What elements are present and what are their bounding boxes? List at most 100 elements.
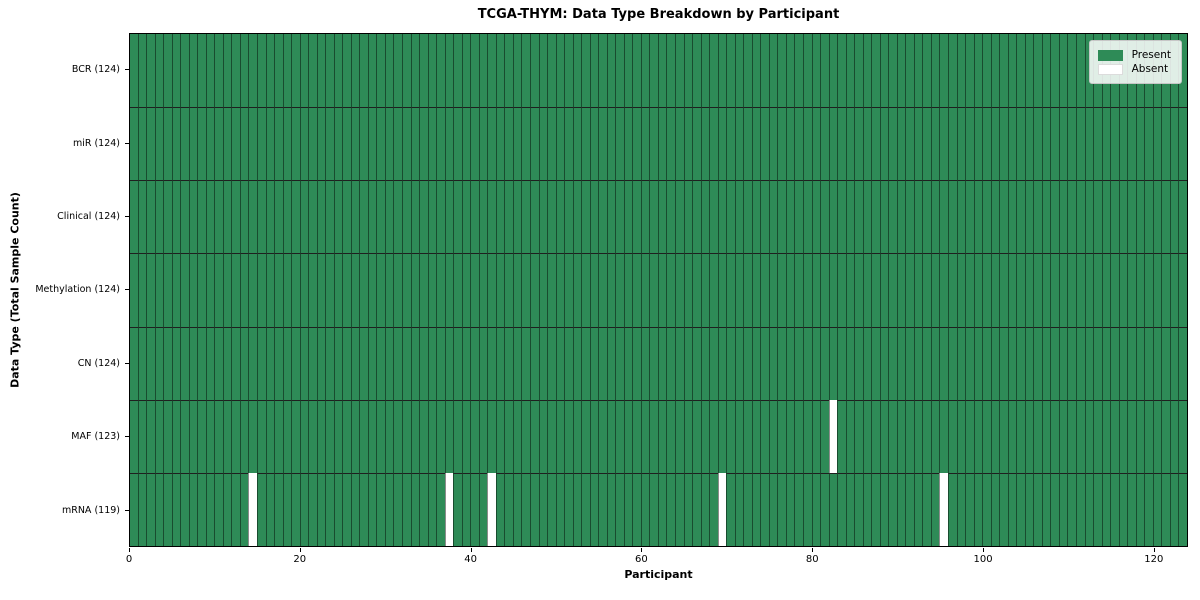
heatmap-cell bbox=[555, 34, 565, 108]
heatmap-cell bbox=[734, 180, 744, 254]
heatmap-cell bbox=[948, 399, 957, 473]
heatmap-cell bbox=[529, 34, 539, 108]
heatmap-cell bbox=[444, 326, 454, 400]
heatmap-cell bbox=[282, 472, 292, 546]
heatmap-cell bbox=[384, 34, 394, 108]
heatmap-cell bbox=[1093, 472, 1102, 546]
heatmap-cell bbox=[419, 180, 428, 254]
heatmap-cell bbox=[376, 472, 385, 546]
heatmap-cell bbox=[1084, 399, 1094, 473]
heatmap-cell bbox=[359, 107, 368, 181]
heatmap-cell bbox=[709, 472, 718, 546]
heatmap-cell bbox=[1144, 399, 1153, 473]
heatmap-cell bbox=[529, 472, 539, 546]
heatmap-cell bbox=[222, 180, 232, 254]
heatmap-cell bbox=[939, 253, 948, 327]
heatmap-cell bbox=[939, 34, 948, 108]
heatmap-cell bbox=[274, 253, 283, 327]
heatmap-cell bbox=[512, 34, 522, 108]
heatmap-cell bbox=[743, 180, 752, 254]
heatmap-cell bbox=[367, 326, 377, 400]
heatmap-cell bbox=[888, 399, 897, 473]
heatmap-cell bbox=[444, 399, 454, 473]
heatmap-cell bbox=[623, 253, 633, 327]
heatmap-cell bbox=[564, 472, 573, 546]
heatmap-cell bbox=[751, 180, 761, 254]
heatmap-cell bbox=[299, 326, 309, 400]
y-tick-mark bbox=[125, 436, 129, 438]
heatmap-cell bbox=[1110, 253, 1119, 327]
heatmap-cell bbox=[359, 472, 368, 546]
heatmap-cell bbox=[913, 472, 923, 546]
heatmap-cell bbox=[948, 472, 957, 546]
heatmap-cell bbox=[811, 399, 821, 473]
heatmap-cell bbox=[529, 253, 539, 327]
heatmap-cell bbox=[879, 399, 889, 473]
heatmap-cell bbox=[316, 107, 326, 181]
heatmap-cell bbox=[598, 34, 607, 108]
heatmap-cell bbox=[547, 326, 556, 400]
heatmap-cell bbox=[1016, 34, 1025, 108]
heatmap-cell bbox=[538, 399, 548, 473]
heatmap-cell bbox=[982, 180, 991, 254]
heatmap-cell bbox=[538, 253, 548, 327]
heatmap-cell bbox=[137, 472, 147, 546]
heatmap-cell bbox=[581, 180, 590, 254]
heatmap-cell bbox=[265, 472, 275, 546]
heatmap-cell bbox=[589, 34, 599, 108]
heatmap-cell bbox=[709, 399, 718, 473]
heatmap-cell bbox=[256, 399, 266, 473]
heatmap-cell bbox=[913, 253, 923, 327]
heatmap-cell bbox=[948, 253, 957, 327]
heatmap-cell bbox=[828, 399, 838, 473]
heatmap-cell bbox=[197, 472, 206, 546]
heatmap-cell bbox=[990, 472, 1000, 546]
heatmap-cell bbox=[581, 107, 590, 181]
heatmap-cell bbox=[1101, 326, 1111, 400]
heatmap-cell bbox=[999, 34, 1008, 108]
heatmap-cell bbox=[905, 472, 914, 546]
heatmap-cell bbox=[376, 180, 385, 254]
heatmap-cell bbox=[487, 180, 496, 254]
heatmap-cell bbox=[657, 107, 667, 181]
heatmap-cell bbox=[581, 399, 590, 473]
heatmap-cell bbox=[1024, 399, 1034, 473]
heatmap-cell bbox=[291, 180, 300, 254]
heatmap-cell bbox=[905, 180, 914, 254]
heatmap-cell bbox=[239, 180, 249, 254]
heatmap-cell bbox=[529, 180, 539, 254]
heatmap-cell bbox=[879, 326, 889, 400]
heatmap-cell bbox=[990, 253, 1000, 327]
heatmap-cell bbox=[606, 253, 616, 327]
heatmap-cell bbox=[419, 326, 428, 400]
heatmap-cell bbox=[436, 253, 445, 327]
heatmap-cell bbox=[726, 253, 735, 327]
heatmap-cell bbox=[862, 326, 872, 400]
heatmap-cell bbox=[785, 107, 795, 181]
heatmap-cell bbox=[709, 34, 718, 108]
heatmap-cell bbox=[350, 34, 360, 108]
heatmap-cell bbox=[1007, 180, 1017, 254]
heatmap-cell bbox=[999, 472, 1008, 546]
heatmap-cell bbox=[538, 180, 548, 254]
heatmap-cell bbox=[572, 472, 582, 546]
heatmap-cell bbox=[1007, 326, 1017, 400]
heatmap-cell bbox=[163, 326, 172, 400]
heatmap-cell bbox=[419, 107, 428, 181]
heatmap-cell bbox=[973, 472, 983, 546]
heatmap-cell bbox=[734, 34, 744, 108]
heatmap-cell bbox=[222, 472, 232, 546]
heatmap-cell bbox=[905, 253, 914, 327]
heatmap-cell bbox=[896, 399, 906, 473]
heatmap-cell bbox=[1075, 253, 1085, 327]
heatmap-cell bbox=[1024, 107, 1034, 181]
heatmap-cell bbox=[717, 180, 727, 254]
heatmap-cell bbox=[384, 253, 394, 327]
heatmap-cell bbox=[649, 399, 658, 473]
heatmap-cell bbox=[1016, 107, 1025, 181]
heatmap-cell bbox=[188, 180, 198, 254]
heatmap-cell bbox=[512, 399, 522, 473]
heatmap-cell bbox=[922, 34, 931, 108]
heatmap-cell bbox=[888, 34, 897, 108]
x-tick-mark bbox=[299, 548, 301, 552]
